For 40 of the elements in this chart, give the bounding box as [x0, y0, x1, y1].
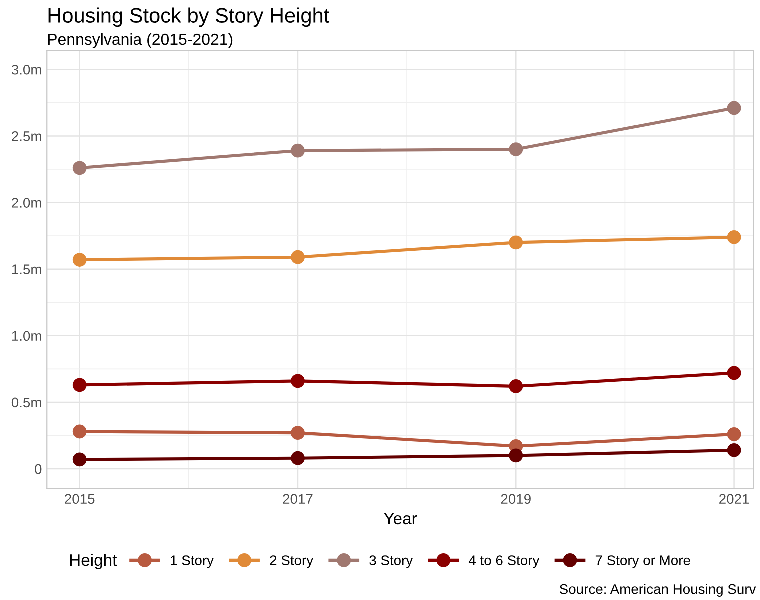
point [72, 424, 87, 439]
legend-title: Height [70, 554, 118, 570]
point [727, 101, 742, 116]
point [72, 253, 87, 267]
source-note: Source: American Housing Surv [560, 584, 756, 597]
x-tick-label: 2015 [65, 494, 95, 504]
point [509, 380, 524, 394]
point [291, 426, 305, 440]
point [727, 230, 742, 244]
legend-label: 4 to 6 Story [468, 556, 540, 568]
point [291, 374, 305, 388]
point [509, 142, 524, 156]
point [291, 451, 305, 466]
point [727, 427, 742, 442]
y-tick-label: 0.5m [12, 398, 42, 408]
point [291, 250, 305, 264]
y-tick-label: 2.0m [12, 198, 42, 208]
point [72, 452, 87, 467]
point [727, 443, 742, 458]
legend-label: 3 Story [370, 556, 414, 568]
y-tick-label: 3.0m [12, 64, 42, 75]
point [72, 378, 87, 392]
y-tick-label: 1.0m [12, 331, 42, 342]
point [727, 366, 742, 380]
x-tick-label: 2017 [283, 494, 313, 504]
legend-label: 2 Story [270, 556, 314, 568]
x-tick-label: 2021 [720, 494, 750, 504]
point [291, 144, 305, 158]
x-tick-label: 2019 [501, 494, 531, 504]
chart-subtitle: Pennsylvania (2015-2021) [48, 33, 233, 48]
y-tick-label: 2.5m [12, 132, 42, 142]
legend-label: 1 Story [171, 556, 214, 568]
point [509, 448, 524, 463]
legend-label: 7 Story or More [596, 556, 690, 568]
y-tick-label: 0 [35, 464, 42, 474]
chart-title: Housing Stock by Story Height [48, 8, 330, 28]
y-tick-label: 1.5m [12, 264, 42, 275]
point [72, 161, 87, 176]
x-axis-title: Year [384, 512, 418, 525]
point [509, 236, 524, 250]
